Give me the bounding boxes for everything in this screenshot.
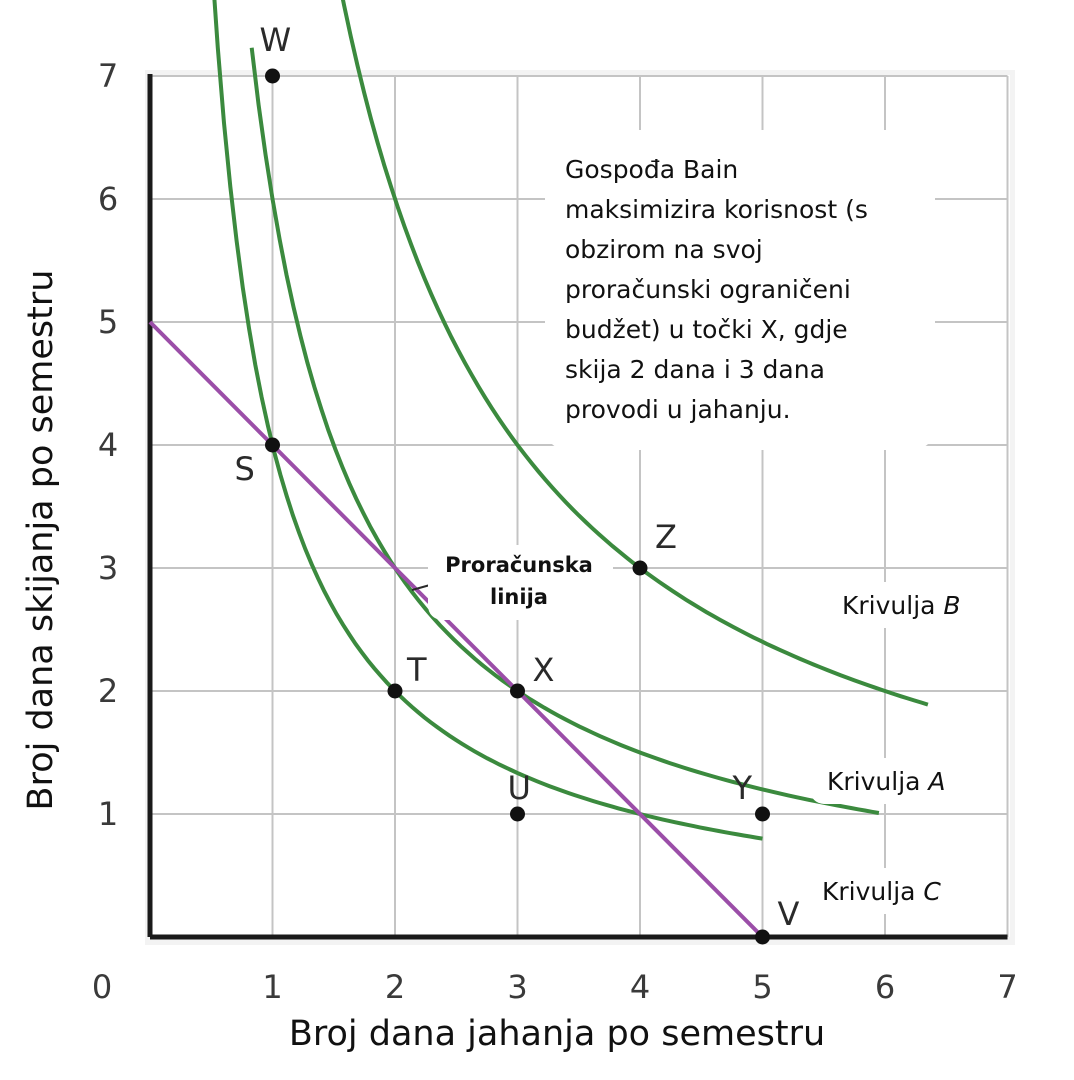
budget-line bbox=[148, 320, 764, 939]
budget-line-label: Proračunska bbox=[445, 553, 593, 577]
x-tick-label: 5 bbox=[752, 968, 772, 1006]
annotation-box: Gospođa Bain maksimizira korisnost (s obzi… bbox=[545, 130, 935, 450]
annotation-text-line: obzirom na svoj bbox=[565, 235, 763, 264]
point-label-w: W bbox=[260, 21, 292, 59]
x-tick-label: 2 bbox=[385, 968, 405, 1006]
point-t bbox=[387, 683, 403, 699]
x-tick-label: 1 bbox=[262, 968, 282, 1006]
annotation-text-line: maksimizira korisnost (s bbox=[565, 195, 868, 224]
point-label-s: S bbox=[235, 450, 255, 488]
point-label-t: T bbox=[406, 651, 427, 689]
x-tick-label: 0 bbox=[92, 968, 112, 1006]
curve-label-a: Krivulja A bbox=[827, 767, 946, 796]
budget-line-label: linija bbox=[490, 585, 548, 609]
point-z bbox=[632, 560, 648, 576]
annotation-text-line: proračunski ograničeni bbox=[565, 275, 851, 304]
y-tick-label: 1 bbox=[98, 795, 118, 833]
point-w bbox=[265, 68, 280, 84]
annotation-text-line: provodi u jahanju. bbox=[565, 395, 791, 424]
point-label-v: V bbox=[778, 895, 800, 933]
point-label-u: U bbox=[508, 769, 531, 807]
indifference-curve-b bbox=[340, 0, 929, 707]
y-tick-label: 4 bbox=[98, 426, 118, 464]
axes bbox=[147, 74, 1008, 940]
indifference-curve-a bbox=[249, 47, 880, 815]
tick-labels: 0 1 2 3 4 5 6 7 1 2 3 4 5 6 7 bbox=[92, 57, 1018, 1006]
annotation-text-line: Gospođa Bain bbox=[565, 155, 738, 184]
curve-label-c: Krivulja C bbox=[822, 877, 941, 906]
indifference-curves bbox=[212, 0, 929, 841]
data-points: W S Z T X U Y V bbox=[235, 21, 800, 945]
x-axis-title: Broj dana jahanja po semestru bbox=[289, 1014, 825, 1054]
x-tick-label: 7 bbox=[997, 968, 1017, 1006]
y-tick-label: 5 bbox=[98, 303, 118, 341]
annotation-text-line: skija 2 dana i 3 dana bbox=[565, 355, 825, 384]
curve-label-background bbox=[810, 758, 995, 804]
y-tick-label: 7 bbox=[98, 57, 118, 95]
curve-label-b: Krivulja B bbox=[842, 591, 961, 620]
budget-line-group: Proračunska linija bbox=[148, 320, 764, 939]
point-label-x: X bbox=[533, 651, 555, 689]
point-u bbox=[510, 806, 525, 822]
point-s bbox=[265, 437, 280, 453]
point-x bbox=[510, 683, 525, 699]
x-tick-label: 3 bbox=[507, 968, 527, 1006]
curve-labels: Krivulja B Krivulja A Krivulja C bbox=[805, 582, 995, 914]
point-label-y: Y bbox=[732, 769, 753, 807]
budget-label-background bbox=[428, 545, 613, 620]
point-label-z: Z bbox=[655, 518, 677, 556]
y-tick-label: 3 bbox=[98, 549, 118, 587]
y-tick-label: 6 bbox=[98, 180, 118, 218]
y-axis-title: Broj dana skijanja po semestru bbox=[21, 270, 61, 811]
curve-label-background bbox=[805, 868, 995, 914]
x-tick-label: 6 bbox=[875, 968, 895, 1006]
point-y bbox=[755, 806, 770, 822]
indifference-curve-c bbox=[212, 0, 763, 841]
annotation-background bbox=[545, 130, 935, 450]
point-v bbox=[755, 929, 770, 945]
annotation-text-line: budžet) u točki X, gdje bbox=[565, 315, 848, 344]
curve-label-background bbox=[825, 582, 995, 628]
y-tick-label: 2 bbox=[98, 672, 118, 710]
x-tick-label: 4 bbox=[630, 968, 650, 1006]
